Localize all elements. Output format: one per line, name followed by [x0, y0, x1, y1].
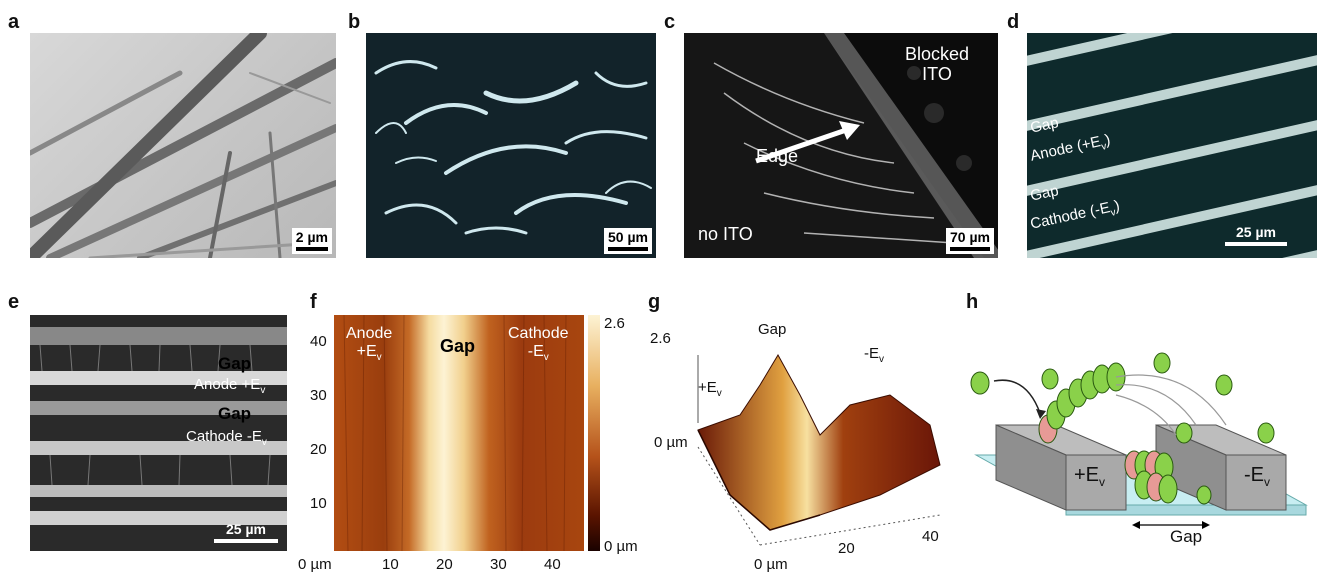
scale-bar-line: [950, 247, 990, 251]
scale-label-d: 25 µm: [1236, 224, 1276, 240]
afm-height-map: Anode +Ev Gap Cathode -Ev: [334, 315, 584, 551]
x-tick-40: 40: [922, 528, 939, 545]
scale-bar-e: 25 µm: [214, 521, 278, 543]
scale-label-a: 2 µm: [295, 229, 328, 245]
edge-alignment-image: [684, 33, 998, 258]
scale-bar-a: 2 µm: [291, 228, 332, 254]
x-tick-0: 0 µm: [298, 556, 332, 573]
x-tick-10: 10: [382, 556, 399, 573]
scale-bar-line: [214, 539, 278, 543]
scale-bar-d: 25 µm: [1225, 224, 1287, 246]
y-tick-30: 30: [310, 387, 327, 404]
scale-label-e: 25 µm: [226, 521, 266, 537]
blocked-ito-label: Blocked ITO: [904, 44, 970, 84]
y-tick-20: 20: [310, 441, 327, 458]
anode-label: Anode +Ev: [194, 376, 266, 396]
birefringence-pattern: [374, 60, 652, 235]
scale-bar-line: [295, 247, 328, 251]
scale-bar-line: [608, 247, 648, 251]
panel-letter-g: g: [648, 291, 661, 313]
x-tick-20: 20: [436, 556, 453, 573]
sem-image-e: Gap Anode +Ev Gap Cathode -Ev 25 µm: [30, 315, 287, 551]
colorbar: [588, 315, 600, 551]
pom-image-c: Blocked ITO Edge no ITO 70 µm: [684, 33, 998, 258]
origin-label: 0 µm: [754, 556, 788, 573]
gap-label-1: Gap: [218, 354, 252, 373]
panel-letter-h: h: [966, 291, 979, 313]
panel-letter-e: e: [8, 291, 20, 313]
scale-label-b: 50 µm: [608, 229, 648, 245]
cathode-block-label: -Ev: [1244, 464, 1270, 489]
plus-e-label: +Ev: [698, 379, 722, 399]
scale-label-c: 70 µm: [950, 229, 990, 245]
anode-block-label: +Ev: [1074, 464, 1106, 489]
x-tick-30: 30: [490, 556, 507, 573]
x-tick-20: 20: [838, 540, 855, 557]
panel-letter-b: b: [348, 11, 361, 33]
gap-label-2: Gap: [218, 404, 252, 423]
y-tick-10: 10: [310, 495, 327, 512]
scale-bar-b: 50 µm: [604, 228, 652, 254]
gap-label: Gap: [758, 321, 787, 338]
scale-bar-c: 70 µm: [946, 228, 994, 254]
minus-e-label: -Ev: [864, 345, 884, 365]
fiber-stripes: [30, 327, 287, 525]
colorbar-max: 2.6: [604, 315, 625, 332]
y-tick-40: 40: [310, 333, 327, 350]
pom-image-b: 50 µm: [366, 33, 656, 258]
afm-3d-surface: [697, 353, 941, 546]
edge-label: Edge: [756, 146, 799, 166]
anode-label: Anode +Ev: [346, 325, 393, 363]
cathode-label: Cathode -Ev: [186, 428, 267, 448]
pom-image-d: Gap Anode (+Ev) Gap Cathode (-Ev) 25 µm: [1027, 33, 1317, 258]
gap-label: Gap: [440, 336, 476, 356]
cathode-label: Cathode -Ev: [508, 325, 569, 363]
device-schematic: [970, 352, 1308, 529]
nanofiber-image: [30, 33, 336, 258]
z-zero: 0 µm: [654, 434, 688, 451]
no-ito-label: no ITO: [698, 224, 753, 244]
x-tick-40: 40: [544, 556, 561, 573]
gap-label: Gap: [1170, 527, 1203, 546]
panel-letter-f: f: [310, 291, 317, 313]
z-max: 2.6: [650, 330, 671, 347]
afm-texture: [343, 315, 567, 551]
panel-letter-c: c: [664, 11, 676, 33]
scale-bar-line: [1225, 242, 1287, 246]
panel-letter-a: a: [8, 11, 20, 33]
colorbar-min: 0 µm: [604, 538, 638, 555]
panel-letter-d: d: [1007, 11, 1020, 33]
tem-image: 2 µm: [30, 33, 336, 258]
stripe-pattern: [1027, 33, 1317, 258]
